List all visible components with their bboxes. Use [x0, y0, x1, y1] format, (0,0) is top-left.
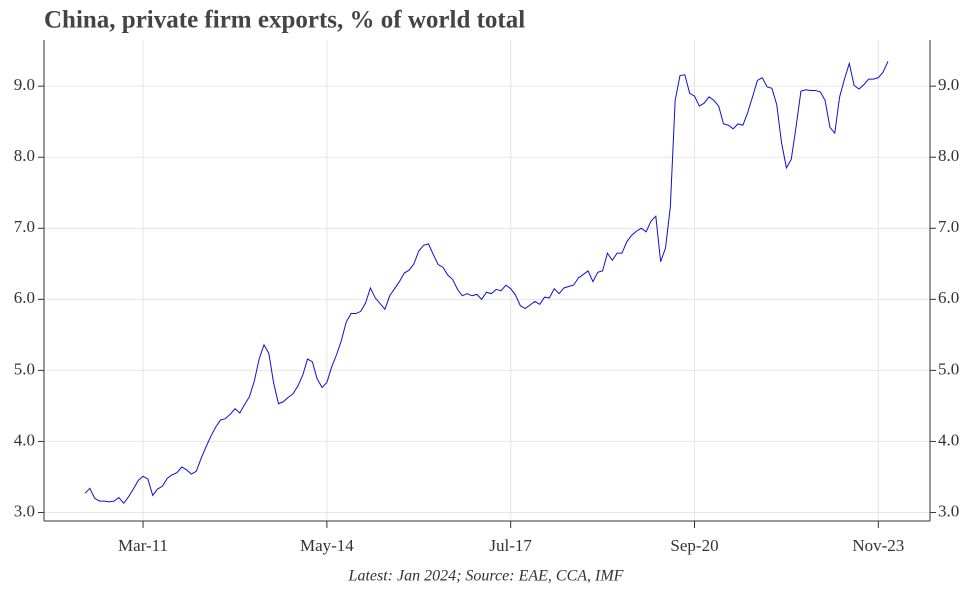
y-tick-label-right: 9.0: [938, 75, 959, 94]
x-tick-label: Nov-23: [852, 536, 904, 555]
y-tick-label: 3.0: [14, 501, 35, 520]
chart-title: China, private firm exports, % of world …: [44, 7, 525, 34]
y-tick-label-right: 4.0: [938, 430, 959, 449]
y-tick-label-right: 7.0: [938, 217, 959, 236]
y-tick-label-right: 3.0: [938, 501, 959, 520]
y-tick-label: 5.0: [14, 359, 35, 378]
x-tick-label: Mar-11: [118, 536, 168, 555]
y-tick-label-right: 5.0: [938, 359, 959, 378]
x-tick-label: Jul-17: [489, 536, 532, 555]
y-tick-label: 8.0: [14, 146, 35, 165]
x-tick-label: Sep-20: [670, 536, 718, 555]
y-tick-label: 7.0: [14, 217, 35, 236]
y-tick-label-right: 6.0: [938, 288, 959, 307]
y-tick-label: 6.0: [14, 288, 35, 307]
source-note: Latest: Jan 2024; Source: EAE, CCA, IMF: [348, 568, 624, 585]
y-tick-label-right: 8.0: [938, 146, 959, 165]
data-line: [84, 61, 889, 505]
y-tick-label: 4.0: [14, 430, 35, 449]
y-tick-label: 9.0: [14, 75, 35, 94]
x-tick-label: May-14: [300, 536, 354, 555]
